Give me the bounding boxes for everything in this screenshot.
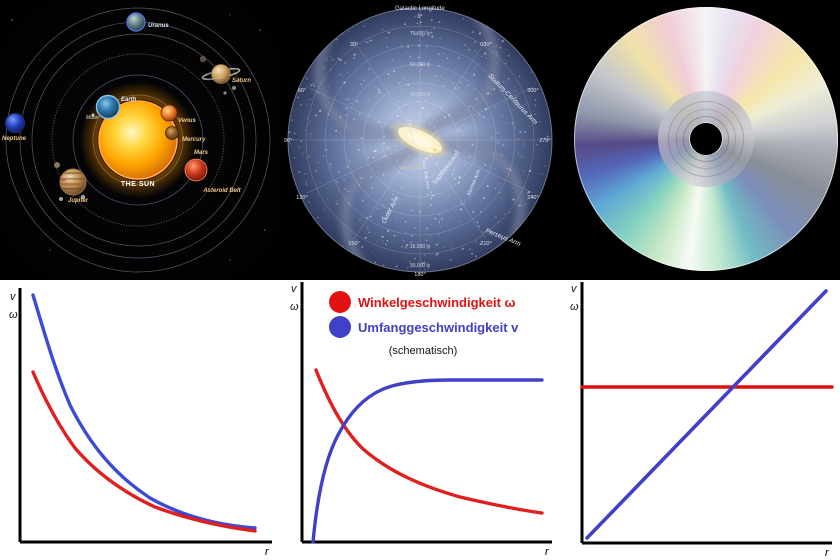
svg-text:Sun: Sun — [437, 150, 446, 155]
svg-text:210°: 210° — [480, 241, 491, 247]
svg-text:75,000 ly: 75,000 ly — [410, 31, 431, 37]
svg-text:240°: 240° — [527, 195, 538, 201]
svg-text:v: v — [10, 291, 17, 303]
svg-text:0°: 0° — [417, 14, 422, 20]
svg-text:270°: 270° — [539, 138, 550, 144]
svg-text:150°: 150° — [348, 241, 359, 247]
svg-text:Mercury: Mercury — [182, 137, 206, 143]
svg-text:Venus: Venus — [178, 118, 196, 124]
svg-text:Galactic Longitude: Galactic Longitude — [395, 6, 445, 12]
svg-text:30°: 30° — [350, 42, 358, 48]
svg-text:Asteroid Belt: Asteroid Belt — [202, 188, 241, 194]
svg-text:r: r — [265, 546, 270, 558]
svg-text:Winkelgeschwindigkeit ω: Winkelgeschwindigkeit ω — [358, 295, 516, 310]
svg-text:Jupiter: Jupiter — [68, 198, 89, 204]
svg-text:v: v — [571, 283, 578, 295]
svg-text:120°: 120° — [296, 195, 307, 201]
svg-text:60°: 60° — [298, 88, 306, 94]
svg-text:300°: 300° — [527, 88, 538, 94]
svg-text:Moon: Moon — [86, 115, 99, 121]
svg-text:(schematisch): (schematisch) — [389, 345, 457, 357]
svg-text:030°: 030° — [480, 42, 491, 48]
svg-text:180°: 180° — [414, 272, 425, 278]
svg-text:Open Sector: Open Sector — [399, 165, 425, 170]
svg-text:45,000 ly: 45,000 ly — [410, 92, 431, 98]
svg-text:90°: 90° — [284, 138, 292, 144]
svg-text:r: r — [545, 546, 550, 558]
svg-text:Neptune: Neptune — [2, 136, 27, 142]
svg-text:Uranus: Uranus — [148, 23, 169, 29]
svg-text:15,000 ly: 15,000 ly — [410, 244, 431, 250]
svg-text:Umfanggeschwindigkeit v: Umfanggeschwindigkeit v — [358, 320, 519, 335]
svg-text:60,000 ly: 60,000 ly — [410, 62, 431, 68]
svg-text:v: v — [291, 283, 298, 295]
svg-text:30,000 ly: 30,000 ly — [410, 263, 431, 269]
svg-text:r: r — [825, 547, 830, 559]
svg-text:THE SUN: THE SUN — [121, 181, 155, 188]
svg-text:Mars: Mars — [194, 150, 209, 156]
svg-text:ω: ω — [570, 301, 579, 313]
svg-text:ω: ω — [290, 301, 299, 313]
svg-text:Saturn: Saturn — [232, 78, 251, 84]
svg-text:ω: ω — [9, 309, 18, 321]
svg-text:Earth: Earth — [121, 97, 137, 103]
